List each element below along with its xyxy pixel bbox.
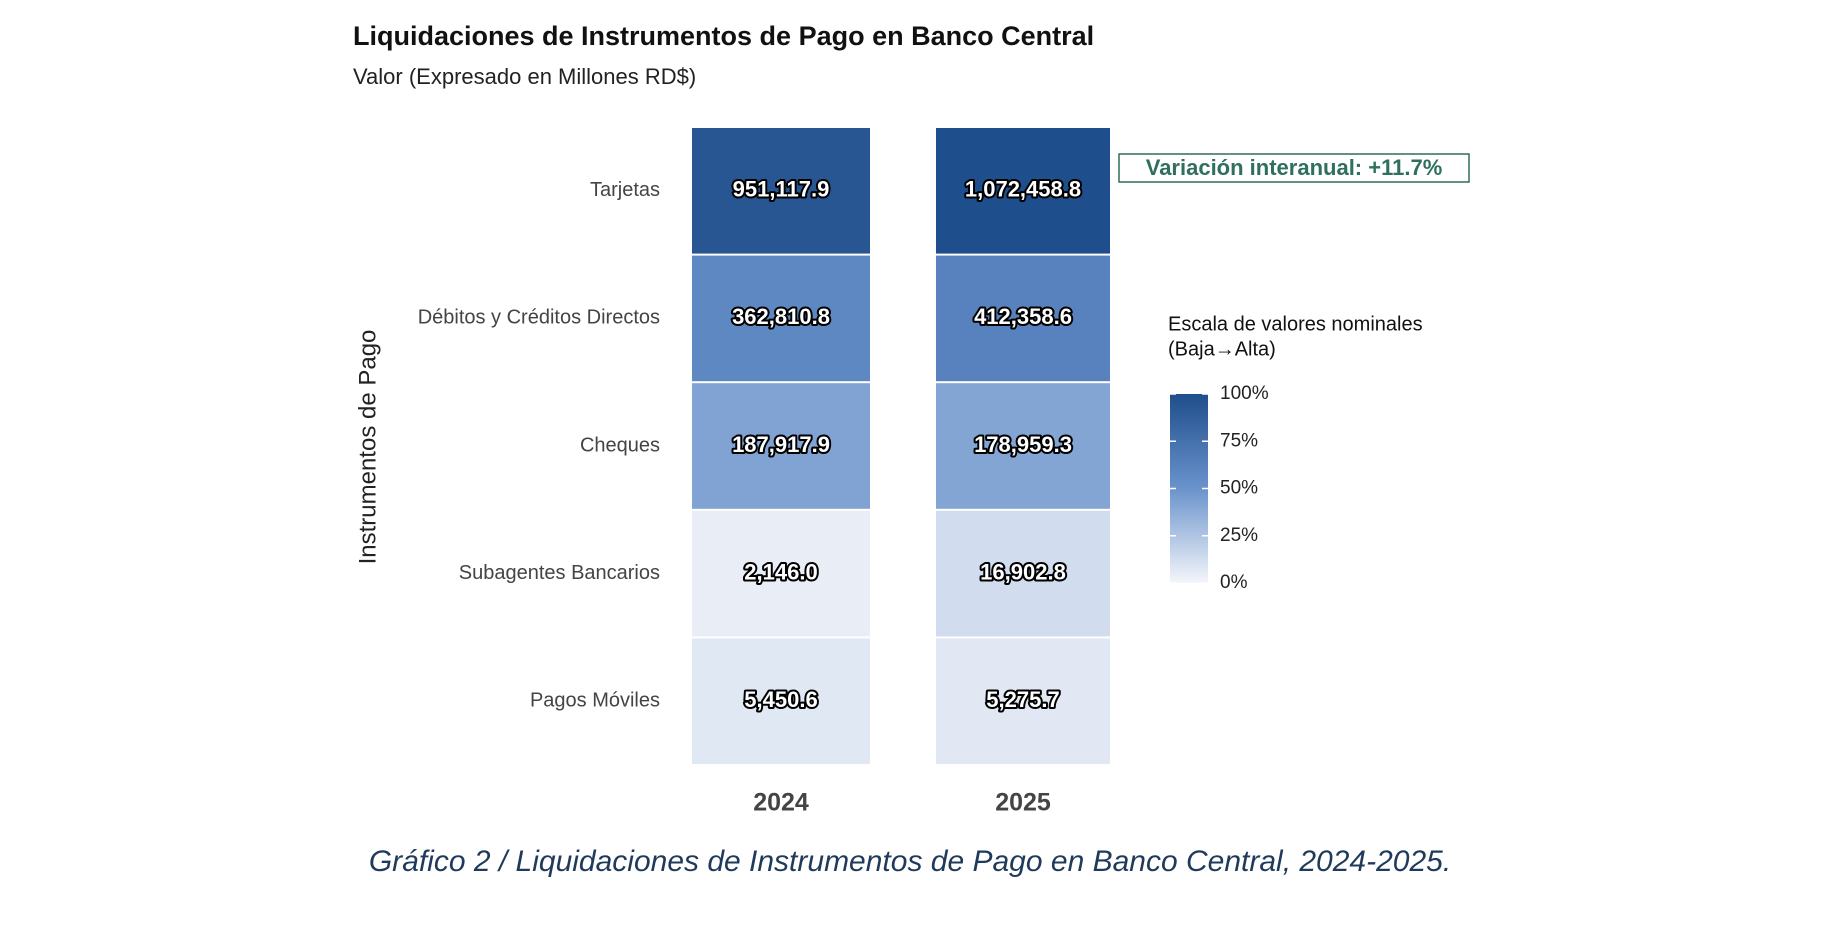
heatmap-cell (692, 638, 870, 764)
annotation: Variación interanual: +11.7% (1146, 155, 1443, 180)
heatmap-cell (936, 255, 1110, 382)
colorbar-tick-label: 75% (1220, 430, 1258, 451)
value-label: 187,917.9 (732, 432, 830, 457)
colorbar-tick-label: 25% (1220, 525, 1258, 546)
y-tick-label: Tarjetas (590, 179, 660, 201)
heatmap-cell (936, 510, 1110, 637)
colorbar (1170, 394, 1208, 583)
legend-title: Escala de valores nominales (1168, 313, 1423, 335)
caption: Gráfico 2 / Liquidaciones de Instrumento… (369, 845, 1451, 878)
value-label: 951,117.9 (733, 177, 830, 202)
chart-title: Liquidaciones de Instrumentos de Pago en… (353, 21, 1094, 51)
heatmap-cell (692, 510, 870, 637)
y-tick-label: Débitos y Créditos Directos (418, 307, 660, 329)
y-tick-label: Subagentes Bancarios (459, 562, 660, 584)
value-label: 1,072,458.8 (965, 177, 1081, 202)
y-axis-label: Instrumentos de Pago (354, 330, 381, 565)
value-label: 178,959.3 (974, 432, 1072, 457)
value-label: 16,902.8 (980, 559, 1066, 584)
heatmap-cell (692, 128, 870, 254)
y-tick-label: Pagos Móviles (530, 689, 660, 711)
chart-subtitle: Valor (Expresado en Millones RD$) (353, 64, 696, 89)
heatmap-cell (692, 255, 870, 382)
heatmap-cell (936, 128, 1110, 254)
value-label: 2,146.0 (744, 559, 817, 584)
annotation-box (1118, 153, 1470, 183)
value-label: 412,358.6 (974, 304, 1072, 329)
value-label: 5,275.7 (986, 687, 1059, 712)
heatmap-cell (936, 638, 1110, 764)
legend-title: (Baja→Alta) (1168, 338, 1276, 360)
value-label: 362,810.8 (732, 304, 830, 329)
value-label: 5,450.6 (744, 687, 817, 712)
y-tick-label: Cheques (580, 434, 660, 456)
x-tick-label: 2024 (753, 789, 809, 817)
colorbar-tick-label: 0% (1220, 572, 1248, 593)
heatmap-cell (692, 383, 870, 509)
colorbar-tick-label: 100% (1220, 383, 1269, 404)
colorbar-tick-label: 50% (1220, 478, 1258, 499)
x-tick-label: 2025 (995, 789, 1051, 817)
heatmap-cell (936, 383, 1110, 509)
